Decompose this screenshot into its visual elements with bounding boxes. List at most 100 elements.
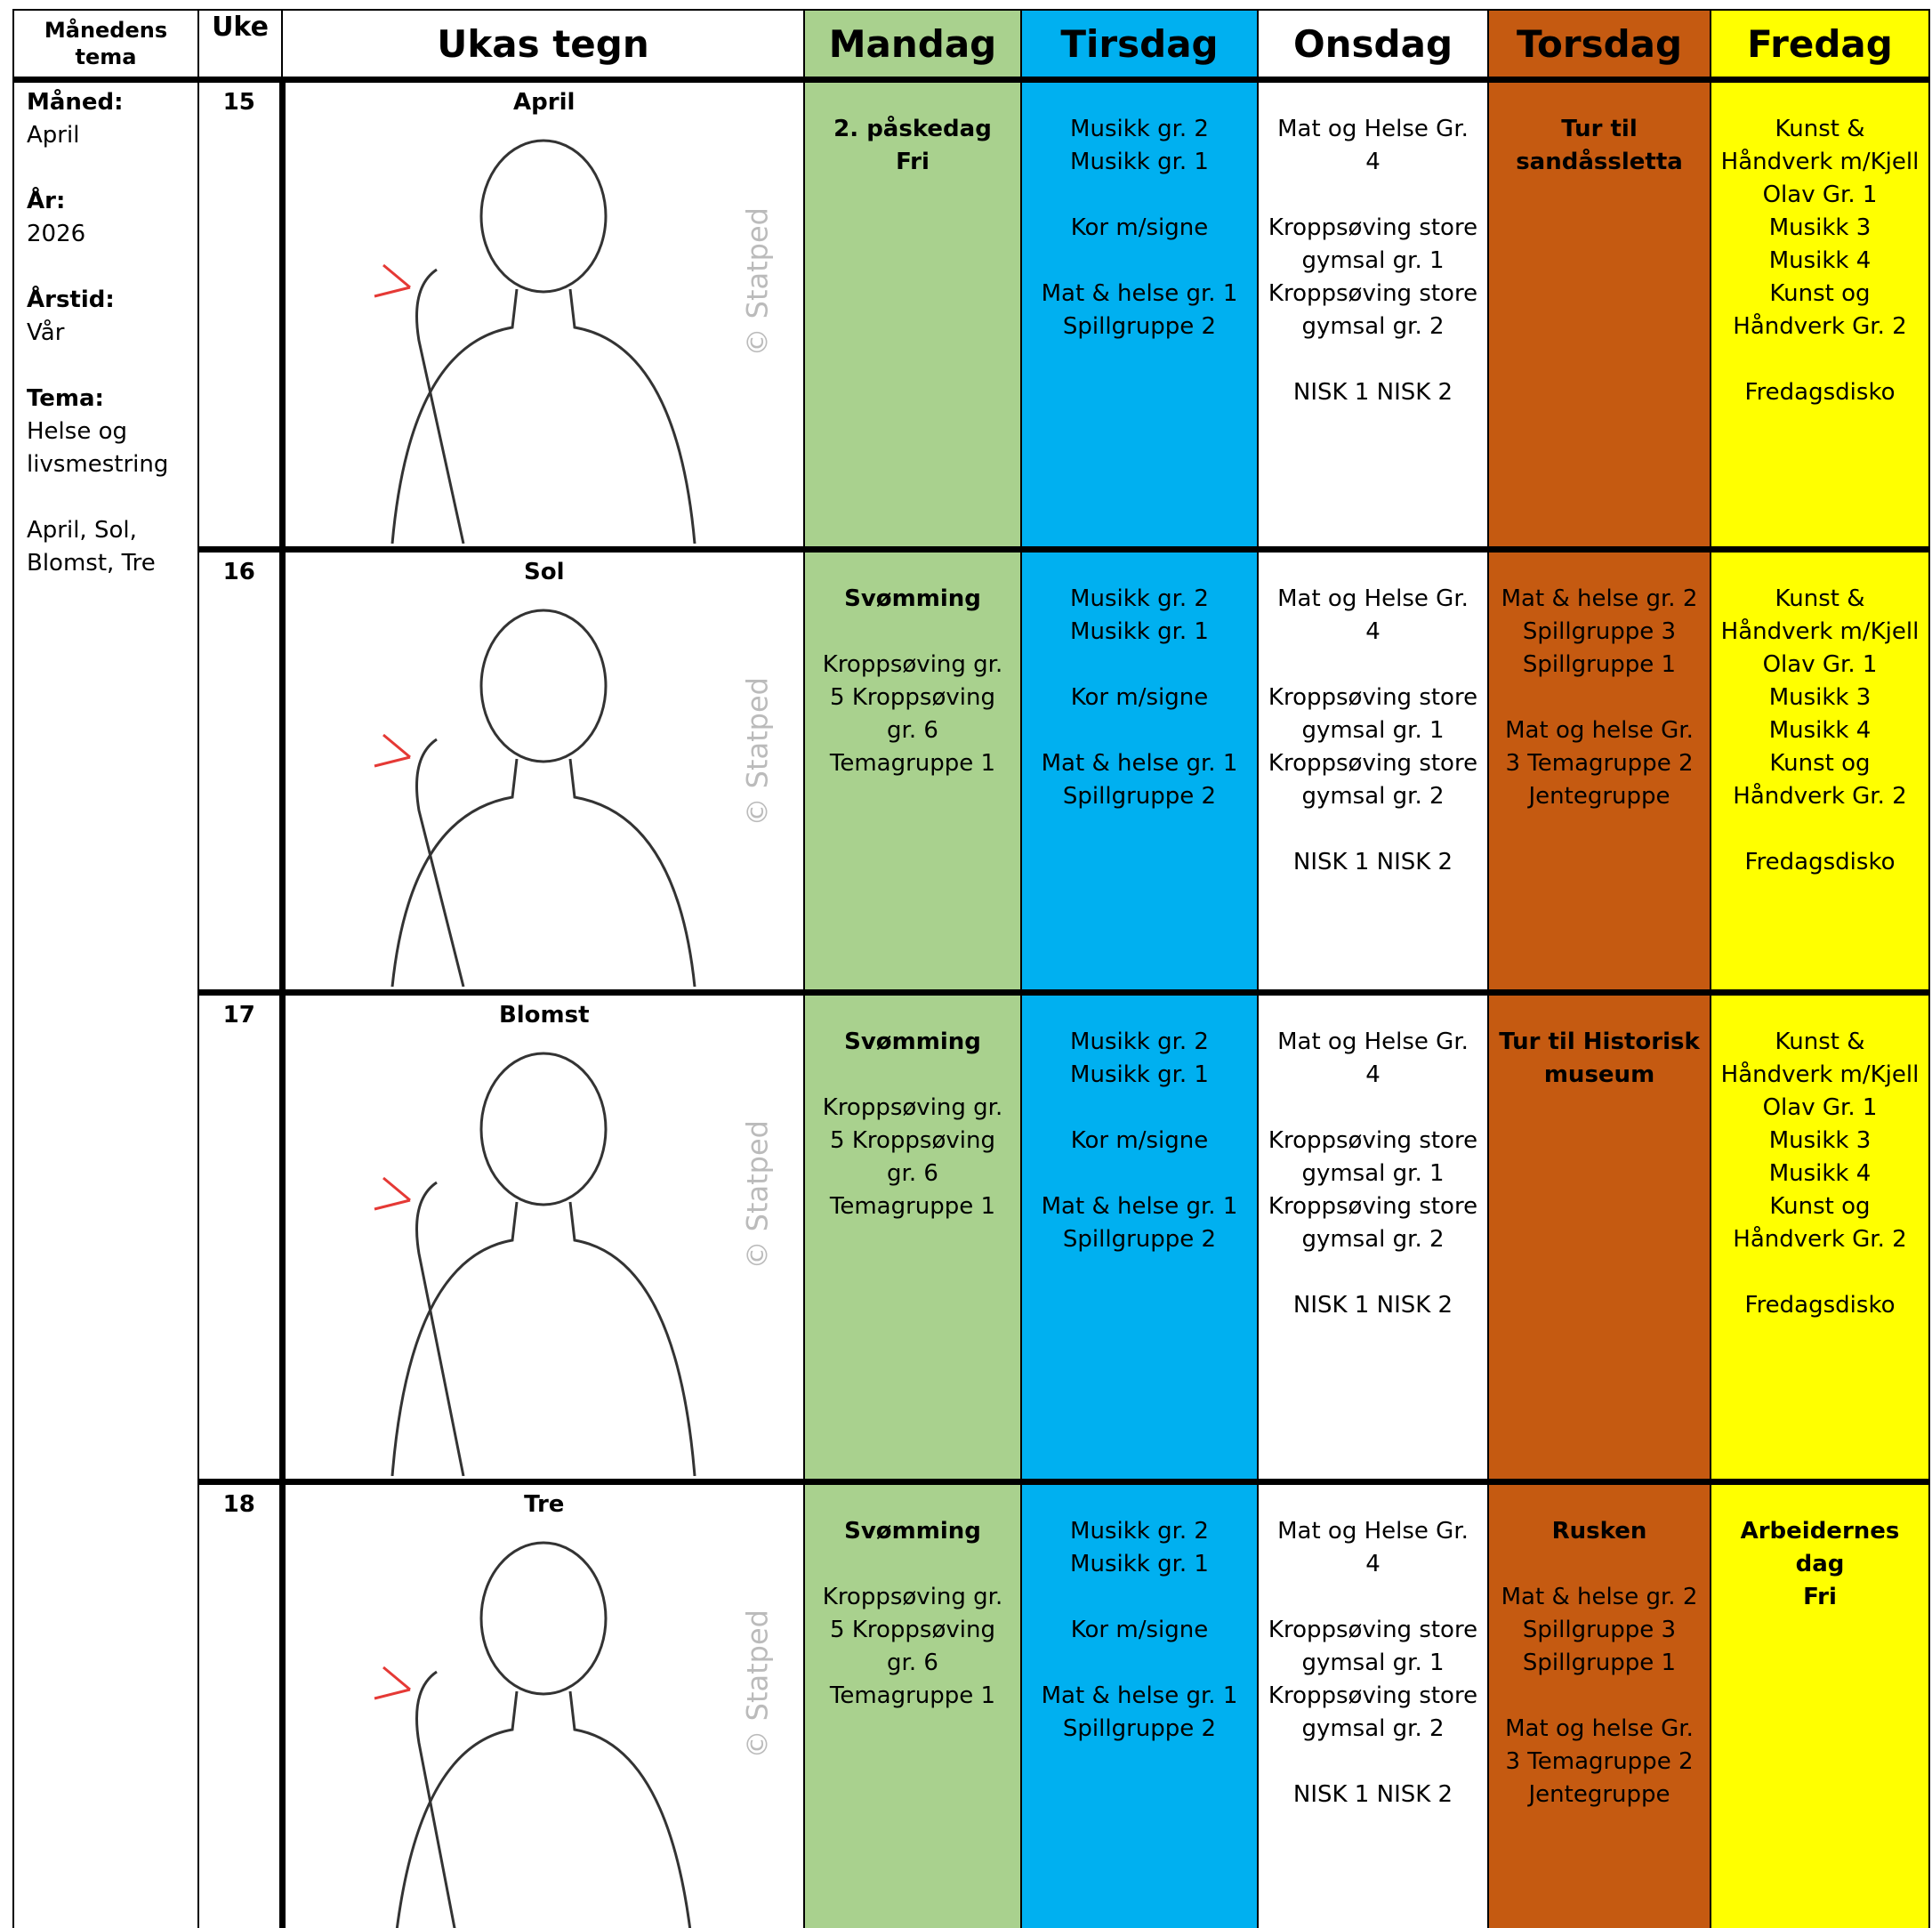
activity-group: Mat & helse gr. 2 Spillgruppe 3 Spillgrupp… <box>1498 1581 1701 1680</box>
activity-group: NISK 1 NISK 2 <box>1268 1289 1478 1322</box>
day-cell: Musikk gr. 2 Musikk gr. 1 Kor m/signe Mat &… <box>1020 548 1259 996</box>
week-row: 18 Tre © Statped Svømming Kroppsøving gr. 5 … <box>13 1480 1930 1928</box>
illustration-line <box>374 733 411 768</box>
activity-group: Musikk gr. 2 Musikk gr. 1 <box>1031 1026 1248 1092</box>
column-header: Månedens tema <box>12 9 199 83</box>
activity: Musikk 3 <box>1768 684 1872 711</box>
sign-illustration <box>374 139 696 544</box>
activity: Kor m/signe <box>1070 1617 1209 1643</box>
sign-cell: Blomst © Statped <box>278 991 805 1485</box>
week-number: 16 <box>197 548 283 996</box>
column-header: Torsdag <box>1487 9 1711 83</box>
activity: Musikk gr. 2 <box>1070 116 1209 142</box>
heading-line: 2. påskedag <box>833 116 992 142</box>
activity: Kroppsøving gr. 5 Kroppsøving gr. 6 <box>822 1094 1003 1187</box>
illustration-line <box>415 268 464 544</box>
heading-line: Rusken <box>1551 1518 1647 1545</box>
column-header: Ukas tegn <box>281 9 805 83</box>
activity: Mat og helse Gr. 3 Temagruppe 2 <box>1505 1715 1694 1775</box>
day-cell: Musikk gr. 2 Musikk gr. 1 Kor m/signe Mat &… <box>1020 1480 1259 1928</box>
activity-group: NISK 1 NISK 2 <box>1268 1779 1478 1811</box>
activity-group: Kroppsøving store gymsal gr. 1 Kroppsøvin… <box>1268 682 1478 813</box>
activity: Mat og helse Gr. 3 Temagruppe 2 <box>1505 717 1694 777</box>
activity-group: Mat og Helse Gr. 4 <box>1268 1026 1478 1092</box>
activity-group: Kor m/signe <box>1031 1125 1248 1158</box>
day-cell: Musikk gr. 2 Musikk gr. 1 Kor m/signe Mat &… <box>1020 78 1259 553</box>
activity: Kunst & Håndverk m/Kjell Olav Gr. 1 <box>1720 585 1920 678</box>
activity: Kroppsøving store gymsal gr. 1 <box>1268 214 1478 274</box>
activity-group: Mat og helse Gr. 3 Temagruppe 2 Jentegrup… <box>1498 714 1701 813</box>
activity: Fredagsdisko <box>1744 379 1896 406</box>
activity: NISK 1 NISK 2 <box>1292 379 1453 406</box>
sign-word: April <box>513 89 576 116</box>
activity-group: Kunst & Håndverk m/Kjell Olav Gr. 1 Musik… <box>1720 113 1920 343</box>
activity: Kor m/signe <box>1070 1127 1209 1154</box>
day-cell: Kunst & Håndverk m/Kjell Olav Gr. 1 Musik… <box>1710 548 1930 996</box>
column-header: Uke <box>197 9 283 83</box>
activity: Musikk gr. 2 <box>1070 1518 1209 1545</box>
activity: Musikk gr. 2 <box>1070 1029 1209 1055</box>
activity: Jentegruppe <box>1528 1781 1670 1808</box>
activity-group: Fredagsdisko <box>1720 376 1920 409</box>
sign-cell: Sol © Statped <box>278 548 805 996</box>
activity-group: Kroppsøving store gymsal gr. 1 Kroppsøvin… <box>1268 1614 1478 1746</box>
spacer <box>27 152 185 185</box>
theme-value: Helse og livsmestring <box>27 418 169 478</box>
activity: Spillgruppe 2 <box>1062 1226 1217 1253</box>
activity: Spillgruppe 2 <box>1062 1715 1217 1742</box>
week-row: 17 Blomst © Statped Svømming Kroppsøving gr.… <box>13 991 1930 1485</box>
theme-cell: Måned: April År: 2026 Årstid: Vår Tema: Helse o… <box>12 78 199 1928</box>
activity: Kroppsøving store gymsal gr. 2 <box>1268 1193 1478 1253</box>
activity: Mat & helse gr. 2 <box>1501 585 1698 612</box>
day-heading: Rusken <box>1498 1515 1701 1548</box>
activity: Mat & helse gr. 1 <box>1041 750 1238 777</box>
activity: Fredagsdisko <box>1744 849 1896 875</box>
illustration-line <box>374 263 411 298</box>
activity: Mat og Helse Gr. 4 <box>1277 1029 1469 1088</box>
activity: Musikk 3 <box>1768 1127 1872 1154</box>
week-number: 17 <box>197 991 283 1485</box>
heading-line: Fri <box>1803 1584 1837 1610</box>
activity: Kroppsøving store gymsal gr. 1 <box>1268 1617 1478 1676</box>
activity-group: Fredagsdisko <box>1720 1289 1920 1322</box>
header-row: Månedens tema Uke Ukas tegn Mandag Tirsdag On… <box>12 9 1930 83</box>
day-heading: Arbeidernes dag Fri <box>1720 1515 1920 1614</box>
day-cell: Kunst & Håndverk m/Kjell Olav Gr. 1 Musik… <box>1710 78 1930 553</box>
day-heading: Svømming <box>814 1026 1011 1059</box>
schedule-table: Månedens tema Uke Ukas tegn Mandag Tirsdag On… <box>12 9 1930 1928</box>
sign-word: Sol <box>524 559 565 585</box>
column-header: Onsdag <box>1257 9 1489 83</box>
activity: Kunst & Håndverk m/Kjell Olav Gr. 1 <box>1720 1029 1920 1121</box>
activity: Temagruppe 1 <box>829 1682 996 1709</box>
activity-group: Kor m/signe <box>1031 212 1248 245</box>
heading-line: Svømming <box>844 1518 981 1545</box>
activity-group: Kroppsøving store gymsal gr. 1 Kroppsøvin… <box>1268 212 1478 343</box>
day-cell: Mat & helse gr. 2 Spillgruppe 3 Spillgrupp… <box>1487 548 1711 996</box>
activity-group: Kroppsøving gr. 5 Kroppsøving gr. 6 Temag… <box>814 649 1011 780</box>
column-header: Tirsdag <box>1020 9 1259 83</box>
activity: Kunst og Håndverk Gr. 2 <box>1733 1193 1907 1253</box>
sign-cell: April © Statped <box>278 78 805 553</box>
watermark: © Statped <box>740 207 774 357</box>
activity-group: Mat og helse Gr. 3 Temagruppe 2 Jentegrup… <box>1498 1713 1701 1811</box>
activity: Musikk gr. 1 <box>1070 1551 1209 1577</box>
day-cell: Arbeidernes dag Fri <box>1710 1480 1930 1928</box>
activity: Musikk gr. 1 <box>1070 618 1209 645</box>
sign-illustration <box>374 1052 696 1476</box>
activity: Spillgruppe 3 <box>1522 618 1677 645</box>
activity: Mat og Helse Gr. 4 <box>1277 1518 1469 1577</box>
activity: Mat og Helse Gr. 4 <box>1277 585 1469 645</box>
activity-group: Musikk gr. 2 Musikk gr. 1 <box>1031 1515 1248 1581</box>
activity-group: Mat & helse gr. 1 Spillgruppe 2 <box>1031 278 1248 343</box>
illustration-line <box>390 1201 696 1476</box>
activity-group: Kor m/signe <box>1031 682 1248 714</box>
watermark: © Statped <box>740 1120 774 1270</box>
activity-group: Kroppsøving store gymsal gr. 1 Kroppsøvin… <box>1268 1125 1478 1256</box>
activity-group: Mat & helse gr. 1 Spillgruppe 2 <box>1031 747 1248 813</box>
day-cell: 2. påskedag Fri <box>803 78 1022 553</box>
day-cell: Tur til Historisk museum <box>1487 991 1711 1485</box>
illustration-line <box>479 1541 607 1696</box>
theme-value: 2026 <box>27 221 86 247</box>
activity-group: NISK 1 NISK 2 <box>1268 846 1478 879</box>
